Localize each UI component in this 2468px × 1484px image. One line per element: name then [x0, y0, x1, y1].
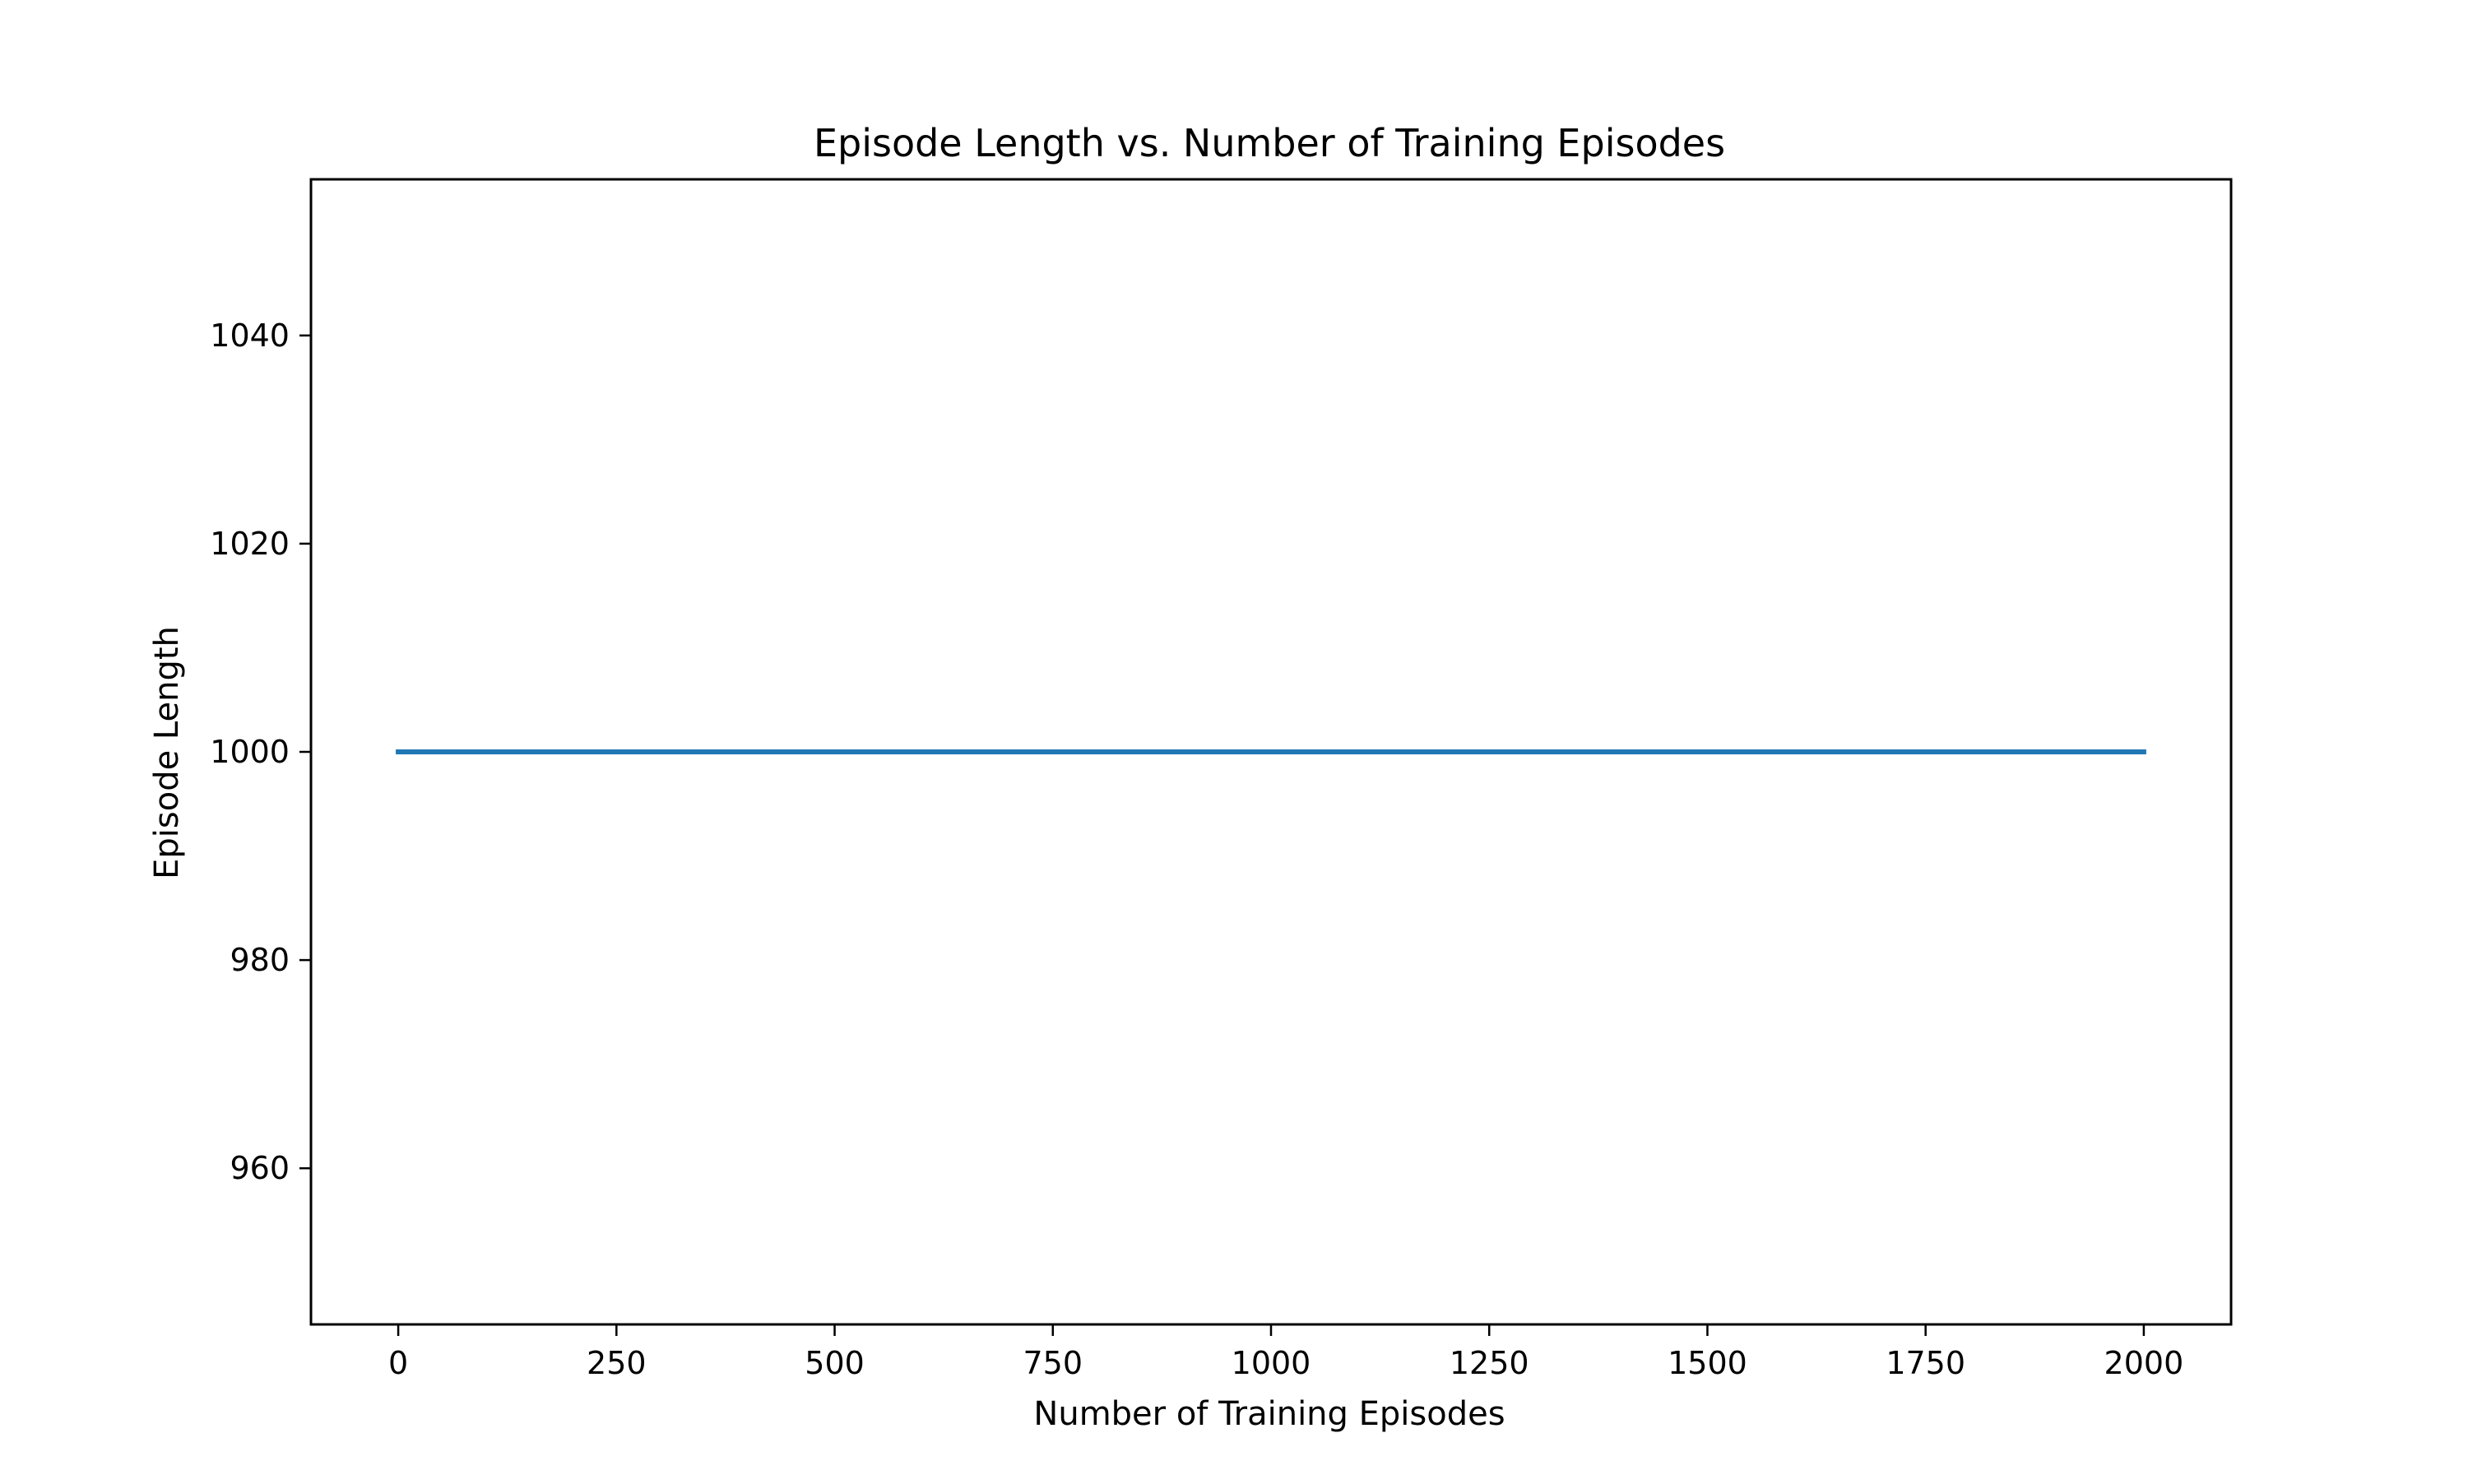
- x-tick-label: 750: [1023, 1345, 1083, 1381]
- x-tick-label: 1000: [1232, 1345, 1311, 1381]
- chart-title: Episode Length vs. Number of Training Ep…: [814, 121, 1725, 165]
- y-tick-label: 1040: [210, 318, 290, 354]
- x-axis-title: Number of Training Episodes: [1033, 1395, 1505, 1433]
- x-tick-label: 1750: [1886, 1345, 1965, 1381]
- y-tick-label: 960: [230, 1150, 290, 1186]
- y-tick-label: 1020: [210, 526, 290, 562]
- x-tick-label: 1500: [1668, 1345, 1747, 1381]
- y-tick-label: 1000: [210, 734, 290, 770]
- axes-frame: [309, 178, 2233, 1326]
- x-tick-label: 500: [805, 1345, 865, 1381]
- y-tick-label: 980: [230, 942, 290, 978]
- x-tick-label: 250: [587, 1345, 647, 1381]
- x-tick-label: 1250: [1450, 1345, 1529, 1381]
- y-axis-title: Episode Length: [148, 626, 186, 879]
- x-tick-label: 2000: [2104, 1345, 2184, 1381]
- x-tick-label: 0: [388, 1345, 408, 1381]
- plot-area: 0 250 500 750 1000 1250 1500 1750 2000 960 980 1000…: [210, 178, 2233, 1381]
